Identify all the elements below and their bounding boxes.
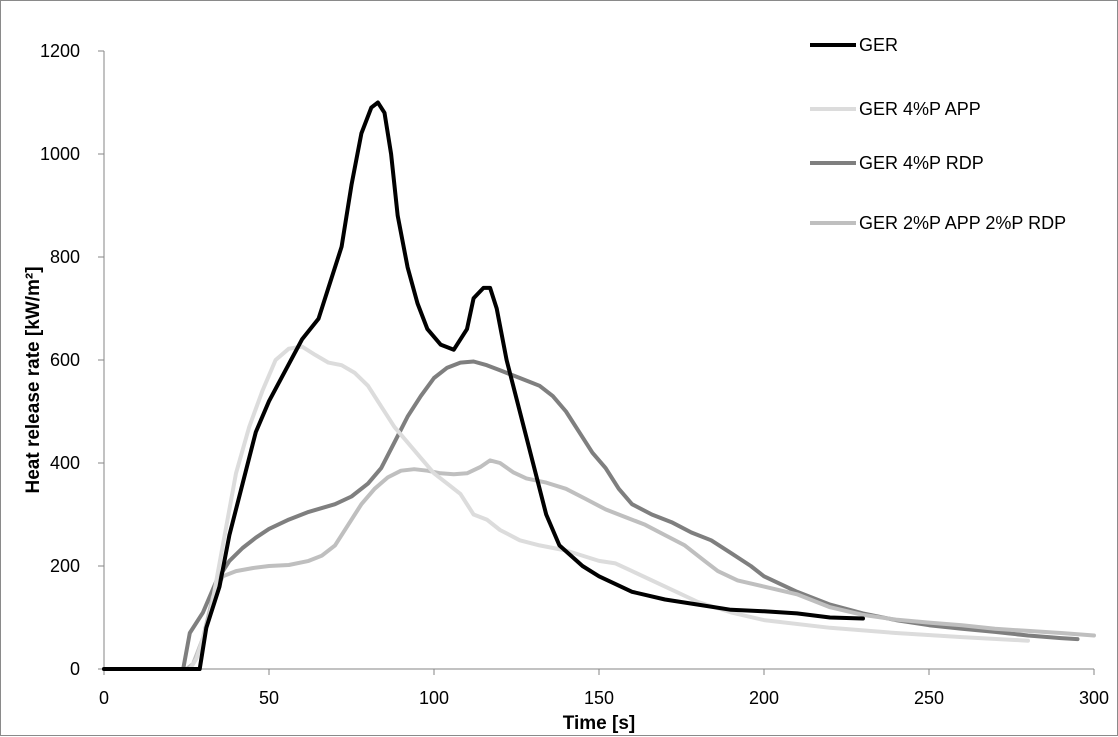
y-tick-label: 1200 — [40, 41, 80, 61]
y-tick-label: 600 — [50, 350, 80, 370]
x-tick-label: 200 — [749, 688, 779, 708]
series-line-2 — [102, 359, 1080, 671]
x-tick-label: 300 — [1079, 688, 1109, 708]
y-tick-label: 200 — [50, 556, 80, 576]
x-axis-title: Time [s] — [563, 713, 636, 734]
y-tick-label: 0 — [70, 659, 80, 679]
x-tick-label: 150 — [584, 688, 614, 708]
series-line-3 — [102, 458, 1096, 671]
legend-entry-0: GER — [810, 35, 898, 55]
y-tick-label: 1000 — [40, 144, 80, 164]
y-tick-label: 400 — [50, 453, 80, 473]
series-line-1 — [102, 344, 1030, 671]
legend-label: GER 4%P RDP — [859, 153, 984, 173]
x-tick-label: 0 — [99, 688, 109, 708]
axes-layer: 0 200 400 600 800 1000 1200 0 50 100 150 200 250 300 — [40, 41, 1109, 708]
legend-label: GER 4%P APP — [859, 99, 981, 119]
y-tick-label: 800 — [50, 247, 80, 267]
x-tick-label: 50 — [259, 688, 279, 708]
legend: GER GER 4%P APP GER 4%P RDP GER 2%P APP 2%P… — [810, 35, 1066, 233]
legend-entry-3: GER 2%P APP 2%P RDP — [810, 213, 1066, 233]
legend-entry-2: GER 4%P RDP — [810, 153, 984, 173]
series-layer — [102, 100, 1096, 671]
series-line-0 — [102, 100, 865, 671]
y-axis-title: Heat release rate [kW/m²] — [23, 266, 44, 493]
x-tick-label: 250 — [914, 688, 944, 708]
x-tick-label: 100 — [419, 688, 449, 708]
legend-entry-1: GER 4%P APP — [810, 99, 981, 119]
legend-label: GER 2%P APP 2%P RDP — [859, 213, 1066, 233]
legend-label: GER — [859, 35, 898, 55]
